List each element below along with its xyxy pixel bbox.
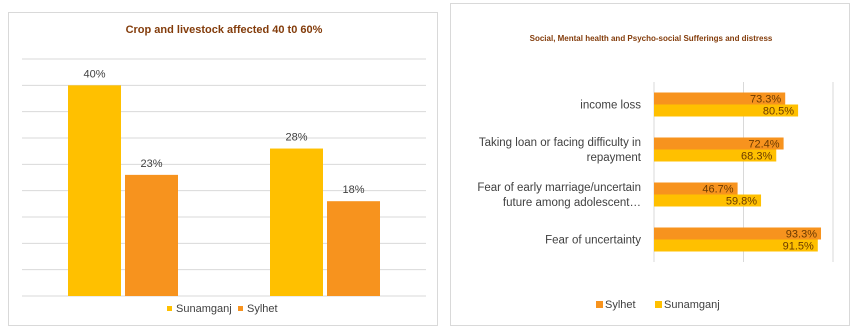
category-label: future among adolescent…: [503, 197, 641, 209]
legend-swatch-sylhet: [238, 306, 243, 311]
bar-sylhet: [654, 137, 784, 150]
bar-sunamganj: [654, 104, 799, 117]
bar-sylhet: [654, 182, 738, 195]
bar-sylhet: [327, 201, 380, 296]
legend-label-sunamganj: Sunamganj: [664, 299, 720, 311]
category-label: Taking loan or facing difficulty in: [479, 137, 641, 149]
category-label: Fear of early marriage/uncertain: [477, 182, 641, 194]
category-label: income loss: [580, 100, 641, 112]
bar-sylhet: [654, 227, 822, 240]
data-label: 18%: [342, 184, 364, 196]
data-label: 40%: [83, 68, 105, 80]
bar-sunamganj: [654, 194, 762, 207]
legend-label-sylhet: Sylhet: [247, 303, 278, 315]
data-label: 46.7%: [702, 184, 733, 196]
bar-sylhet: [654, 92, 786, 105]
bar-sunamganj: [270, 148, 323, 296]
data-label: 23%: [140, 158, 162, 170]
data-label: 68.3%: [741, 151, 772, 163]
legend-swatch-sylhet: [596, 301, 603, 308]
data-label: 72.4%: [748, 139, 779, 151]
category-label: repayment: [587, 152, 642, 164]
crop-livestock-chart-panel: Crop and livestock affected 40 t0 60% 40%…: [8, 12, 438, 326]
crop-livestock-chart: Crop and livestock affected 40 t0 60% 40%…: [22, 24, 426, 315]
data-label: 91.5%: [783, 241, 814, 253]
legend-swatch-sunamganj: [167, 306, 172, 311]
data-label: 80.5%: [763, 106, 794, 118]
legend-swatch-sunamganj: [655, 301, 662, 308]
category-label: Fear of uncertainty: [545, 235, 641, 247]
data-label: 73.3%: [750, 94, 781, 106]
bar-sunamganj: [654, 149, 777, 162]
data-label: 28%: [285, 132, 307, 144]
social-distress-chart-panel: Social, Mental health and Psycho-social …: [450, 3, 850, 326]
legend-label-sunamganj: Sunamganj: [176, 303, 232, 315]
social-distress-chart: Social, Mental health and Psycho-social …: [477, 34, 834, 311]
bar-sunamganj: [68, 85, 121, 296]
chart-title: Social, Mental health and Psycho-social …: [530, 34, 773, 43]
chart-title: Crop and livestock affected 40 t0 60%: [126, 24, 323, 36]
data-label: 93.3%: [786, 229, 817, 241]
legend-label-sylhet: Sylhet: [605, 299, 636, 311]
bar-sylhet: [125, 174, 178, 296]
bar-sunamganj: [654, 239, 818, 252]
data-label: 59.8%: [726, 196, 757, 208]
